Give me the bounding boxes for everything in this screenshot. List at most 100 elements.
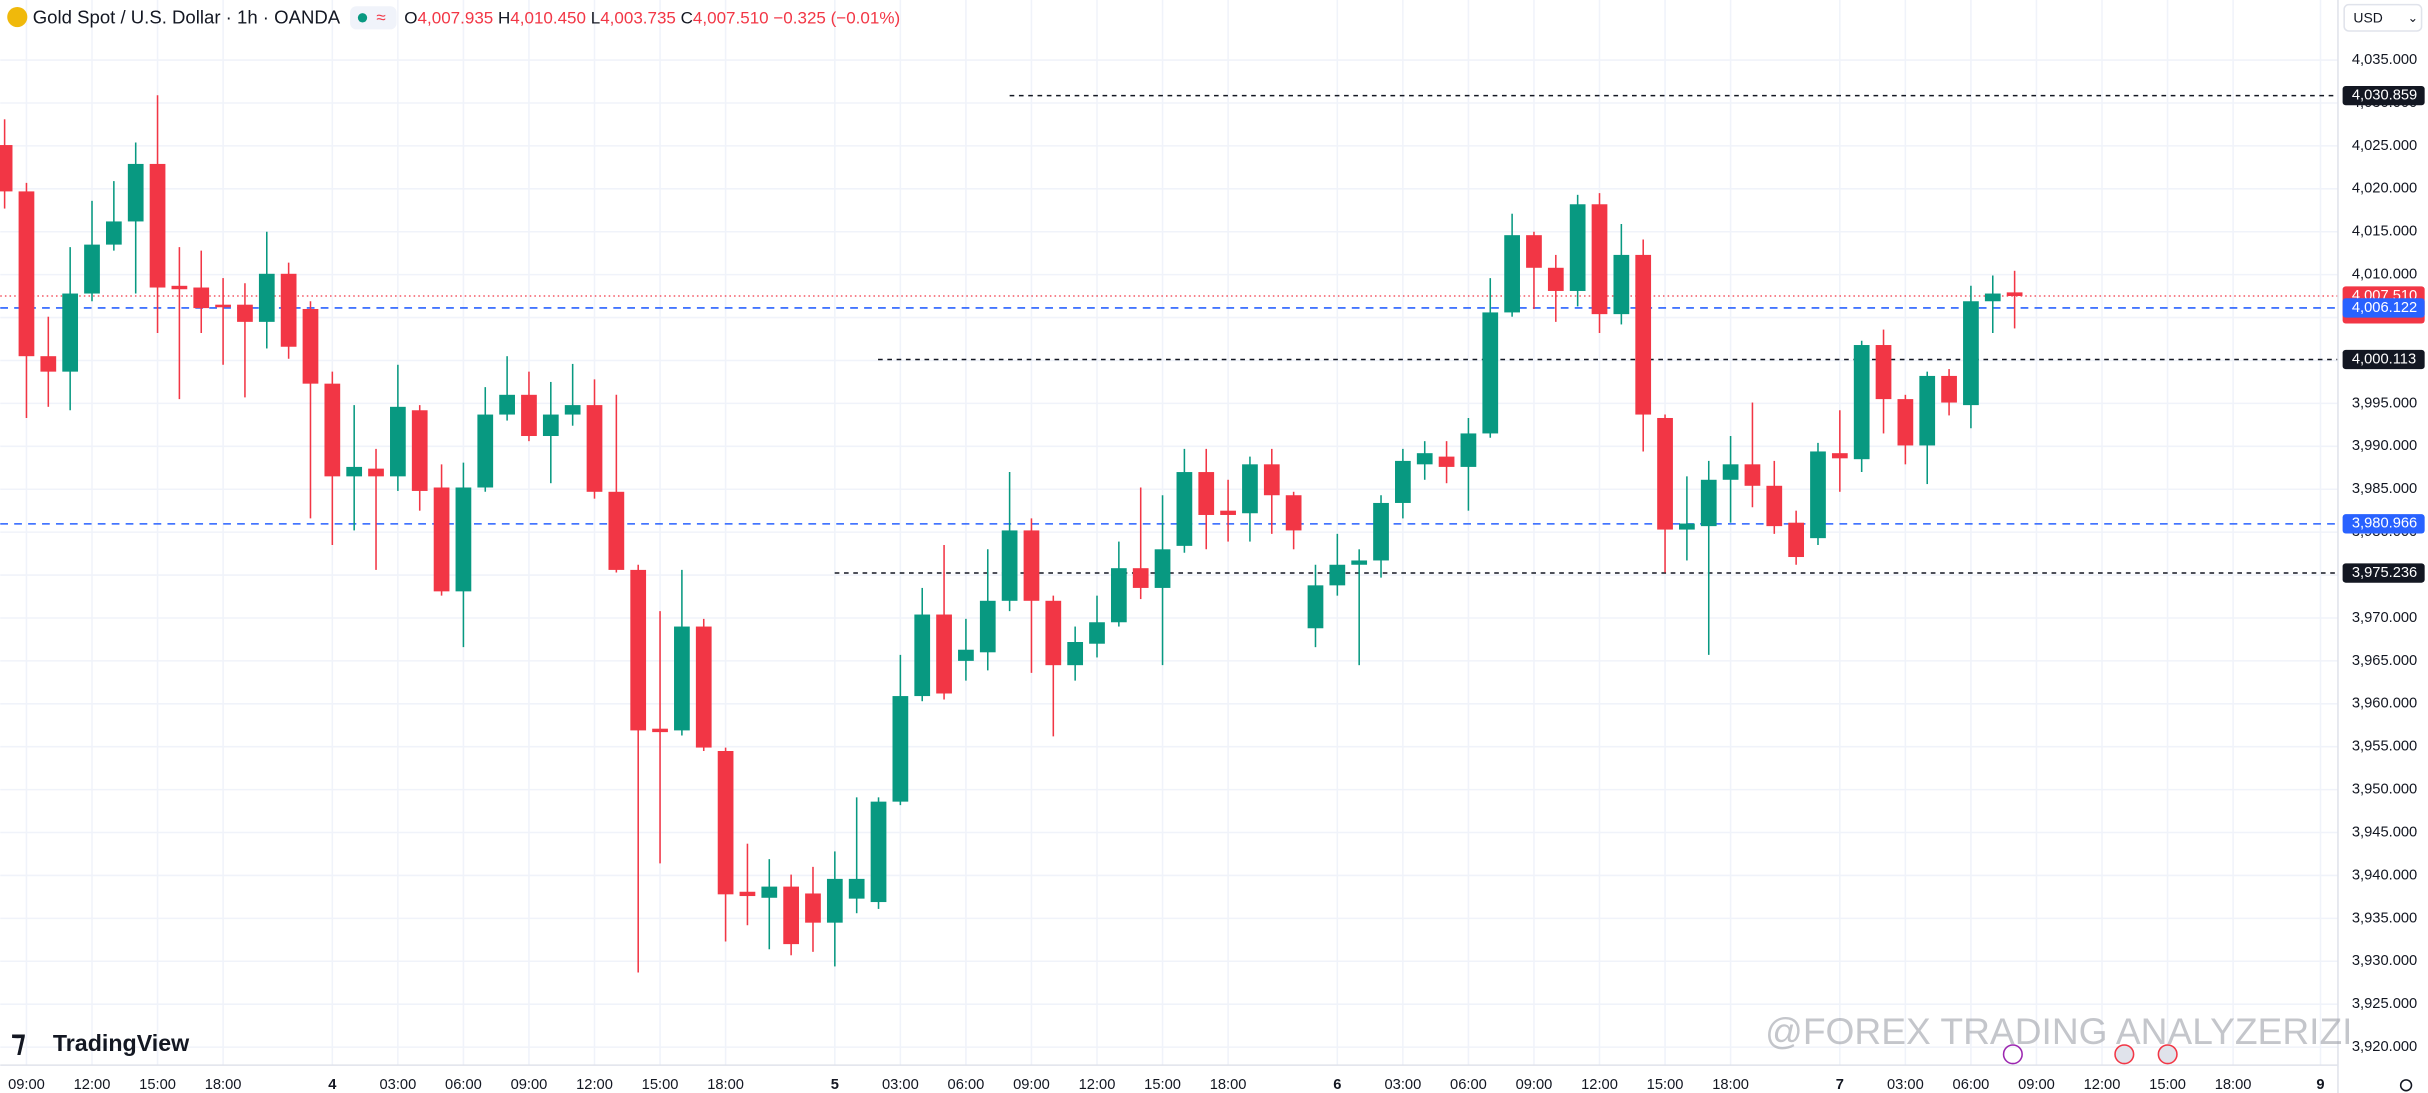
candle-body xyxy=(18,191,35,357)
candle-body xyxy=(805,893,821,923)
y-tick-label: 3,940.000 xyxy=(2352,867,2417,883)
candle-body xyxy=(761,886,778,898)
price-tag xyxy=(2342,349,2425,370)
y-tick-label: 3,990.000 xyxy=(2352,438,2417,454)
x-tick-label: 4 xyxy=(328,1077,337,1093)
grid xyxy=(0,0,2338,1066)
candle-body xyxy=(477,414,494,488)
candle-body xyxy=(390,406,406,477)
candle-body xyxy=(346,466,363,477)
candle-body xyxy=(2006,292,2023,297)
x-tick-label: 03:00 xyxy=(1887,1077,1924,1093)
status-dot xyxy=(357,13,368,23)
candle-body xyxy=(1657,417,1673,530)
candle-body xyxy=(193,287,210,309)
x-tick-label: 18:00 xyxy=(2215,1077,2252,1093)
status-badge[interactable] xyxy=(350,6,397,30)
x-tick-label: 12:00 xyxy=(2084,1077,2121,1093)
x-tick-label: 7 xyxy=(1836,1077,1844,1093)
candle-body xyxy=(1460,433,1477,467)
candle-body xyxy=(368,468,384,477)
y-tick-label: 3,955.000 xyxy=(2352,739,2417,755)
ohlc: O4,007.935 H4,010.450 L4,003.735 C4,007.… xyxy=(404,8,900,27)
candle-body xyxy=(1198,472,1215,515)
candle-body xyxy=(1285,495,1302,531)
x-tick-label: 12:00 xyxy=(1079,1077,1116,1093)
candle-body xyxy=(1744,464,1761,486)
candle-body xyxy=(783,886,800,945)
currency-button[interactable] xyxy=(2343,3,2423,32)
candle-body xyxy=(127,163,144,222)
status-icon: ≈ xyxy=(376,8,385,27)
candle-body xyxy=(936,614,952,694)
candle-body xyxy=(1220,510,1236,515)
candle-body xyxy=(521,394,537,437)
x-tick-label: 15:00 xyxy=(1647,1077,1684,1093)
ohlc-value: 4,010.450 xyxy=(510,8,586,27)
y-tick-label: 4,010.000 xyxy=(2352,267,2417,283)
watermark: @FOREX TRADING ANALYZERIZI xyxy=(1765,1010,2352,1052)
ohlc-key: C xyxy=(681,8,693,27)
x-tick-label: 09:00 xyxy=(8,1077,45,1093)
ohlc-key: L xyxy=(591,8,600,27)
symbol-logo xyxy=(7,6,28,28)
candle-body xyxy=(1482,312,1499,434)
candle-body xyxy=(324,383,341,477)
candle-body xyxy=(215,304,231,308)
x-tick-label: 18:00 xyxy=(1712,1077,1749,1093)
x-tick-label: 15:00 xyxy=(642,1077,679,1093)
price-tag-label: 3,980.966 xyxy=(2352,516,2417,532)
candle-body xyxy=(62,293,79,372)
x-tick-label: 12:00 xyxy=(74,1077,111,1093)
candle-body xyxy=(870,801,887,903)
x-tick-label: 03:00 xyxy=(1384,1077,1421,1093)
candle-body xyxy=(171,285,188,290)
candle-body xyxy=(302,308,319,384)
x-tick-label: 12:00 xyxy=(576,1077,613,1093)
price-tag xyxy=(2342,85,2425,106)
candle-body xyxy=(1788,522,1805,558)
candle-body xyxy=(149,163,166,288)
candle-body xyxy=(499,394,515,415)
candle-body xyxy=(1351,560,1368,565)
candle-body xyxy=(608,491,625,570)
candle-body xyxy=(1416,453,1433,465)
y-tick-label: 3,935.000 xyxy=(2352,910,2417,926)
candle-body xyxy=(1941,375,1957,403)
y-tick-label: 3,960.000 xyxy=(2352,696,2417,712)
candle-body xyxy=(1591,204,1608,315)
candle-body xyxy=(1176,472,1193,546)
y-tick-label: 3,965.000 xyxy=(2352,653,2417,669)
y-tick-label: 3,925.000 xyxy=(2352,996,2417,1012)
candle-body xyxy=(826,878,843,923)
x-tick-label: 18:00 xyxy=(707,1077,744,1093)
candle-body xyxy=(1963,301,1979,406)
currency-caret: ⌄ xyxy=(2408,11,2418,25)
event-icon[interactable] xyxy=(2157,1044,2178,1065)
candle-body xyxy=(1722,464,1739,480)
event-icon[interactable] xyxy=(2114,1044,2135,1065)
candle-body xyxy=(1504,235,1520,313)
candle-body xyxy=(1132,568,1149,588)
x-tick-label: 06:00 xyxy=(948,1077,985,1093)
price-tag-label: 4,006.122 xyxy=(2352,300,2417,316)
candle-body xyxy=(1329,564,1346,586)
y-tick-label: 3,930.000 xyxy=(2352,953,2417,969)
y-tick-label: 4,025.000 xyxy=(2352,138,2417,154)
candle-body xyxy=(1700,479,1717,527)
candle-body xyxy=(1154,549,1171,588)
candle-body xyxy=(914,614,931,697)
ohlc-key: O xyxy=(404,8,417,27)
candles xyxy=(0,95,2023,973)
branding: TradingView xyxy=(53,1030,190,1056)
x-tick-label: 09:00 xyxy=(1013,1077,1050,1093)
price-tag xyxy=(2342,514,2425,534)
candle-body xyxy=(84,244,100,294)
event-icon[interactable] xyxy=(2002,1044,2023,1065)
candle-body xyxy=(1438,456,1455,467)
settings-icon[interactable] xyxy=(2399,1079,2413,1092)
candle-body xyxy=(237,304,253,322)
candle-body xyxy=(652,728,668,733)
x-tick-label: 12:00 xyxy=(1581,1077,1618,1093)
